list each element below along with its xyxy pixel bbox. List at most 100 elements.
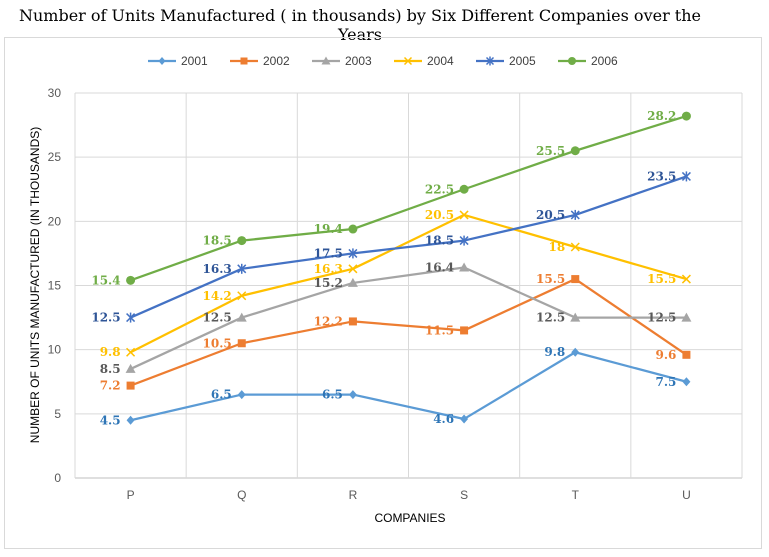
data-label-2004-U: 15.5 (647, 272, 676, 286)
legend-item-2001: 2001 (148, 54, 208, 68)
marker-2005-U (681, 171, 691, 182)
data-label-2002-U: 9.6 (656, 348, 677, 362)
marker-2002-S (460, 326, 469, 335)
series-line-2005 (129, 175, 688, 319)
legend-label: 2004 (427, 54, 454, 68)
x-tick-label: P (127, 488, 135, 502)
y-tick-label: 0 (54, 471, 61, 485)
x-tick-label: S (460, 488, 468, 502)
marker-2004-U (681, 274, 691, 284)
data-label-2006-Q: 18.5 (203, 234, 232, 248)
marker-2005-R (348, 248, 358, 259)
marker-2001-R (348, 390, 357, 400)
marker-2006-P (126, 275, 136, 285)
data-label-2002-R: 12.2 (314, 314, 343, 328)
data-label-2003-P: 8.5 (100, 362, 121, 376)
y-tick-label: 5 (54, 407, 61, 421)
marker-2006-T (570, 146, 580, 156)
legend-marker (403, 56, 413, 66)
legend-marker (485, 56, 495, 66)
series-line-2006 (129, 114, 688, 282)
legend-item-2004: 2004 (394, 54, 454, 68)
data-label-2002-T: 15.5 (536, 272, 565, 286)
series-line-2002 (129, 277, 688, 387)
data-label-2006-U: 28.2 (647, 109, 676, 123)
marker-2002-R (348, 317, 357, 326)
legend-label: 2003 (345, 54, 372, 68)
x-tick-label: U (682, 488, 691, 502)
legend: 2001 2002 2003 2004 2005 2006 (148, 54, 618, 68)
y-axis-title: NUMBER OF UNITS MANUFACTURED (IN THOUSAN… (28, 127, 42, 443)
data-label-2005-U: 23.5 (647, 169, 676, 183)
data-label-2004-T: 18 (549, 240, 566, 254)
legend-item-2002: 2002 (230, 54, 290, 68)
x-axis-title: COMPANIES (374, 511, 445, 525)
marker-2003-U (681, 312, 692, 322)
gridlines (74, 92, 743, 479)
y-axis-ticks: 0 5 10 15 20 25 30 (48, 86, 62, 485)
x-tick-label: Q (237, 488, 246, 502)
legend-marker (568, 57, 576, 65)
marker-2003-T (570, 312, 581, 322)
data-label-2001-R: 6.5 (322, 388, 343, 402)
y-tick-label: 10 (48, 343, 62, 357)
data-label-2001-P: 4.5 (100, 413, 121, 427)
marker-2005-S (459, 235, 469, 246)
data-label-2003-R: 15.2 (314, 276, 343, 290)
marker-2001-U (682, 377, 691, 387)
marker-2004-Q (237, 291, 247, 301)
legend-item-2006: 2006 (558, 54, 618, 68)
series-markers (125, 111, 692, 425)
marker-2006-U (681, 111, 691, 121)
x-tick-label: R (349, 488, 358, 502)
data-label-2004-R: 16.3 (314, 262, 343, 276)
marker-2002-U (682, 350, 691, 359)
data-label-2004-S: 20.5 (425, 208, 454, 222)
legend-label: 2001 (181, 54, 208, 68)
data-label-2003-S: 16.4 (425, 261, 454, 275)
marker-2001-P (126, 415, 135, 425)
legend-marker (158, 57, 166, 65)
marker-2004-R (348, 264, 358, 274)
marker-2005-P (126, 312, 136, 323)
marker-2001-S (460, 414, 469, 424)
data-label-2003-U: 12.5 (647, 311, 676, 325)
y-tick-label: 30 (48, 86, 62, 100)
data-label-2001-U: 7.5 (656, 375, 677, 389)
marker-2005-Q (237, 263, 247, 274)
data-label-2004-P: 9.8 (100, 345, 121, 359)
marker-2006-R (348, 224, 358, 234)
data-label-2006-T: 25.5 (536, 144, 565, 158)
data-label-2006-P: 15.4 (91, 273, 120, 287)
legend-marker (321, 56, 331, 65)
marker-2002-T (571, 275, 580, 284)
data-label-2005-Q: 16.3 (203, 262, 232, 276)
marker-2002-Q (237, 339, 246, 348)
y-tick-label: 20 (48, 214, 62, 228)
marker-2003-Q (236, 312, 247, 322)
marker-2004-T (570, 242, 580, 252)
marker-2006-S (459, 184, 469, 194)
legend-marker (240, 57, 248, 65)
marker-2001-Q (237, 390, 246, 400)
data-label-2004-Q: 14.2 (203, 289, 232, 303)
marker-2003-S (459, 262, 470, 272)
chart-frame (4, 37, 762, 549)
data-label-2005-R: 17.5 (314, 246, 343, 260)
marker-2003-R (347, 277, 358, 287)
marker-2002-P (126, 381, 135, 390)
data-label-2003-T: 12.5 (536, 311, 565, 325)
data-label-2001-T: 9.8 (544, 345, 565, 359)
x-axis-ticks: P Q R S T U (127, 488, 691, 502)
x-tick-label: T (572, 488, 580, 502)
marker-2003-P (125, 363, 136, 373)
data-labels: 4.5 6.5 6.5 4.6 9.8 7.5 7.2 10.5 12.2 11.5 15.5 9.6… (91, 109, 676, 427)
marker-2004-S (459, 210, 469, 220)
legend-item-2005: 2005 (476, 54, 536, 68)
y-tick-label: 25 (48, 150, 62, 164)
data-label-2002-S: 11.5 (425, 323, 454, 337)
series-line-2003 (129, 266, 688, 371)
series-lines (129, 114, 688, 422)
data-label-2006-R: 19.4 (314, 222, 343, 236)
legend-label: 2005 (509, 54, 536, 68)
